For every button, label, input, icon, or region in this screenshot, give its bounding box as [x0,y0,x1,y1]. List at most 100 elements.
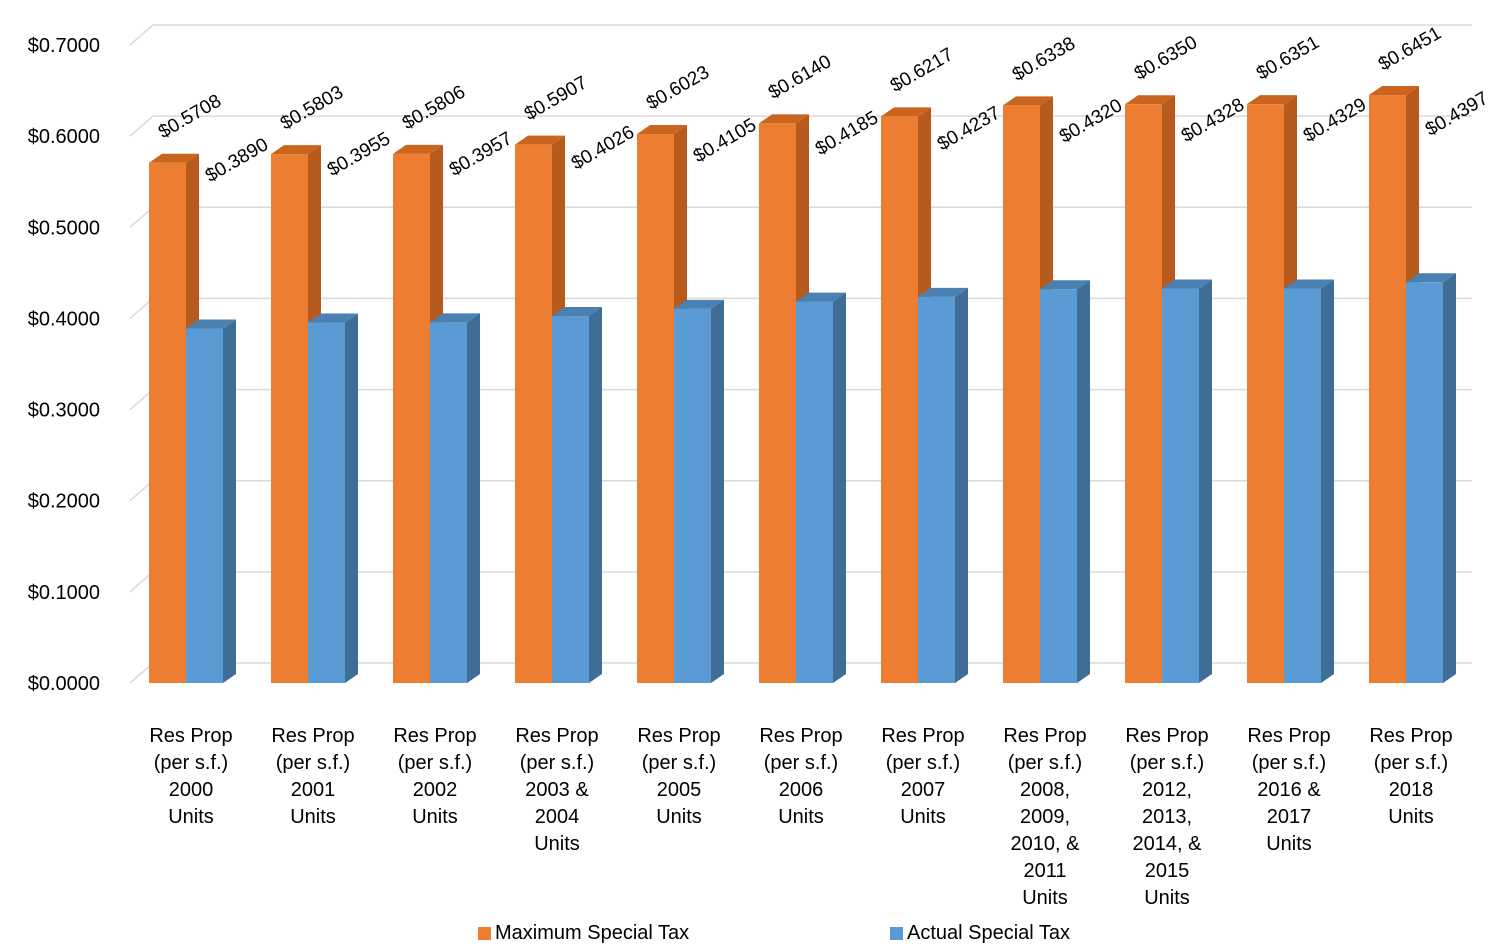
x-category-label-line: (per s.f.) [642,752,716,774]
bar-top [552,307,602,317]
x-category-label-line: 2006 [779,779,824,801]
x-category-label-line: Res Prop [271,725,354,747]
bar-actual-special-tax [1406,282,1443,683]
x-category-label-line: 2008, [1020,779,1070,801]
data-label: $0.6140 [765,51,835,104]
bar-actual-special-tax [1284,288,1321,683]
data-label: $0.4329 [1300,94,1370,147]
bar-maximum-special-tax [515,144,552,683]
legend-swatch-orange [478,926,491,940]
x-category-label-line: Units [534,833,580,855]
bar-top [1125,95,1175,105]
x-category-label-line: Res Prop [149,725,232,747]
bar-top [1162,279,1212,289]
x-category-label-line: 2003 & [525,779,589,801]
data-label: $0.3957 [446,128,516,181]
data-label: $0.6217 [887,44,957,97]
bar-side [1321,279,1334,683]
bar-actual-special-tax [552,316,589,683]
bar-top [1247,95,1297,105]
data-label: $0.4237 [934,103,1004,156]
x-category-label-line: 2014, & [1133,833,1203,855]
x-category-label-line: 2001 [291,779,336,801]
x-category-label-line: 2015 [1145,860,1190,882]
bar-actual-special-tax [186,328,223,683]
x-category-label-line: 2011 [1023,860,1066,882]
x-category-label-line: Res Prop [1369,725,1452,747]
data-label: $0.5803 [277,82,347,135]
data-label: $0.3955 [324,128,394,181]
x-category-label: Res Prop (per s.f.) 2001 Units [271,725,354,828]
y-tick-label: $0.1000 [28,582,100,604]
bar-top [515,135,565,145]
bar-side [1077,280,1090,683]
x-category-label-line: 2005 [657,779,702,801]
x-category-label: Res Prop (per s.f.) 2002 Units [393,725,476,828]
legend-label: Maximum Special Tax [495,921,690,944]
bar-actual-special-tax [430,322,467,683]
y-tick-label: $0.0000 [28,673,100,695]
x-category-label-line: Units [778,806,824,828]
x-category-label-line: 2018 [1389,779,1434,801]
x-category-label: Res Prop (per s.f.) 2018 Units [1369,725,1452,828]
bar-side [711,299,724,683]
x-category-label-line: (per s.f.) [520,752,594,774]
bar-top [186,319,236,329]
x-category-label-line: Res Prop [637,725,720,747]
bar-top [393,144,443,154]
x-category-label-line: Res Prop [1003,725,1086,747]
gridline [129,24,1472,46]
bar-actual-special-tax [796,301,833,683]
bar-side [1443,273,1456,683]
x-category-label-line: 2010, & [1011,833,1081,855]
x-category-label-line: Res Prop [393,725,476,747]
y-tick-label: $0.3000 [28,400,100,422]
bar-maximum-special-tax [1247,104,1284,683]
bar-top [1003,96,1053,106]
y-tick-label: $0.7000 [28,35,100,57]
x-category-label-line: (per s.f.) [398,752,472,774]
bar-top [308,313,358,323]
data-label: $0.4328 [1178,94,1248,147]
x-axis-category-labels: Res Prop (per s.f.) 2000 Units Res Prop (per … [149,725,1452,909]
bar-side [345,313,358,683]
y-axis-tick-labels: $0.0000 $0.1000 $0.2000 $0.3000 $0.4000 $0.50… [28,35,100,695]
data-label: $0.6023 [643,62,713,115]
y-tick-label: $0.2000 [28,491,100,513]
bar-top [637,125,687,135]
bar-side [1199,279,1212,683]
data-label: $0.4026 [568,122,638,175]
data-label: $0.6350 [1131,32,1201,85]
x-category-label-line: Res Prop [759,725,842,747]
bar-maximum-special-tax [1369,95,1406,684]
y-tick-label: $0.4000 [28,308,100,330]
bar-side [833,292,846,683]
x-category-label-line: Units [412,806,458,828]
bar-top [881,107,931,117]
data-label: $0.4397 [1422,88,1492,141]
legend: Maximum Special Tax Actual Special Tax [0,920,1495,946]
bar-side [955,287,968,683]
x-category-label-line: 2009, [1020,806,1070,828]
bar-top [149,153,199,163]
data-label: $0.3890 [202,134,272,187]
x-category-label-line: (per s.f.) [1130,752,1204,774]
x-category-label-line: (per s.f.) [1374,752,1448,774]
y-tick-label: $0.6000 [28,126,100,148]
x-category-label-line: (per s.f.) [276,752,350,774]
bar-top [1040,280,1090,290]
legend-swatch-blue [890,926,903,940]
x-category-label-line: 2012, [1142,779,1192,801]
x-category-label: Res Prop (per s.f.) 2000 Units [149,725,232,828]
x-category-label-line: (per s.f.) [886,752,960,774]
bars [149,86,1456,684]
bar-top [1369,86,1419,96]
bar-maximum-special-tax [637,134,674,683]
bar-actual-special-tax [1040,289,1077,683]
bar-actual-special-tax [918,296,955,683]
x-category-label-line: (per s.f.) [154,752,228,774]
bar-top [918,287,968,297]
legend-label: Actual Special Tax [907,921,1071,944]
bar-maximum-special-tax [1003,105,1040,684]
